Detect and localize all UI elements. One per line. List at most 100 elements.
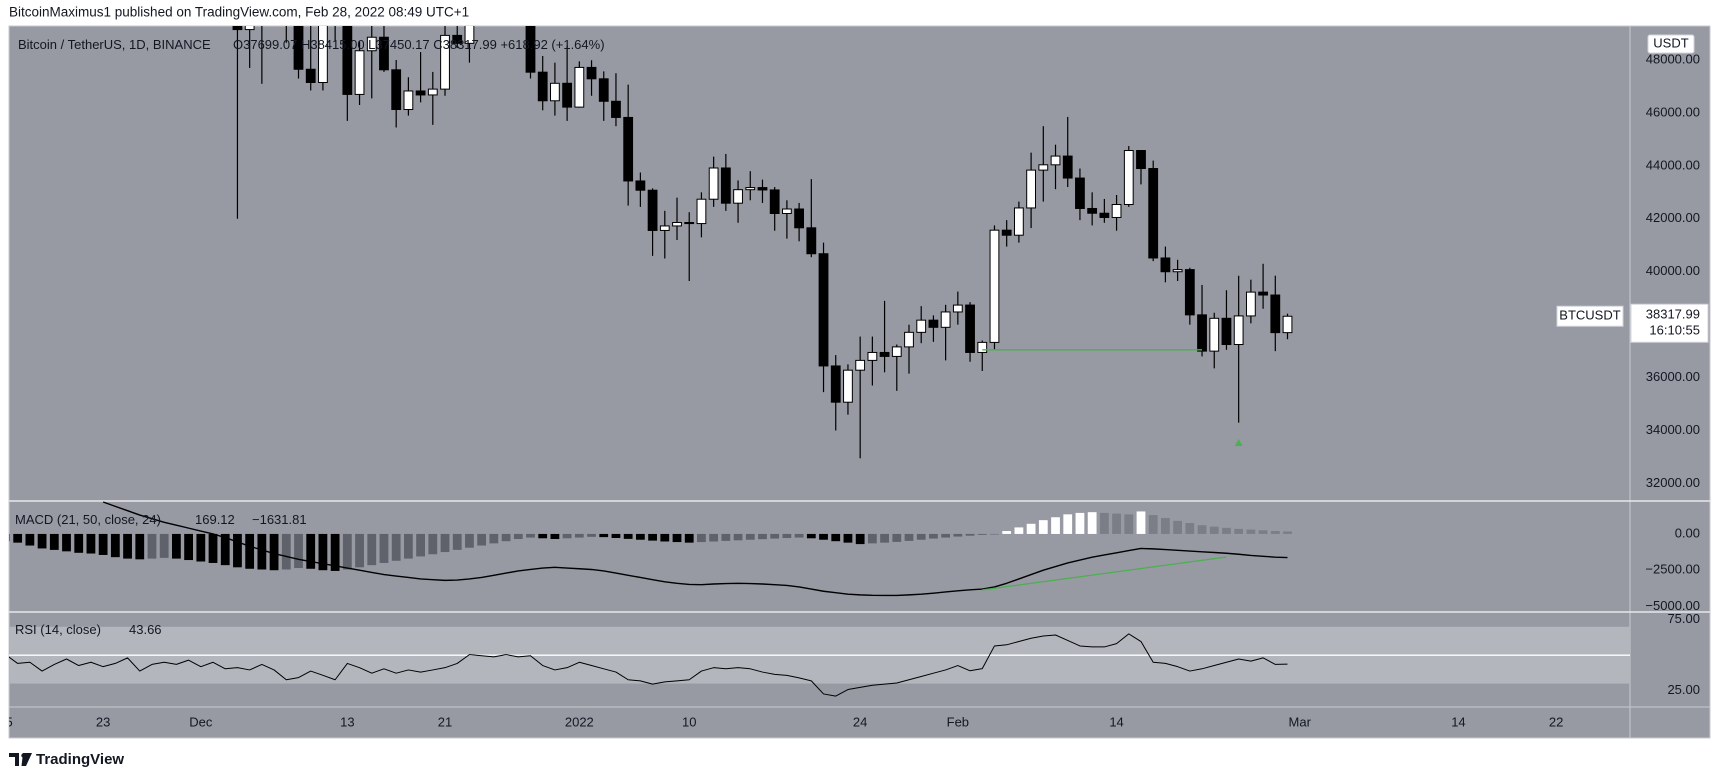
histogram-bar (501, 533, 511, 542)
histogram-bar (697, 533, 706, 543)
time-axis: 15 23 Dec 13 21 2022 10 24 Feb 14 Mar 14 22 (9, 714, 1563, 729)
histogram-bar (330, 533, 340, 571)
price-tag (1630, 303, 1709, 343)
candle-body (818, 253, 829, 367)
candle-body (452, 34, 463, 44)
candle-body (1038, 164, 1049, 171)
histogram-bar (1112, 513, 1121, 534)
histogram-bar (990, 533, 999, 535)
candle-body (891, 346, 902, 357)
histogram-bar (391, 533, 401, 561)
price-axis: 32000.0034000.0036000.0038000.0040000.00… (1556, 51, 1709, 697)
histogram-bar (684, 533, 694, 543)
histogram-bar (635, 533, 645, 540)
histogram-bar (587, 533, 596, 537)
x-tick-label: 23 (96, 714, 110, 729)
y-tick-label: −5000.00 (1645, 598, 1700, 613)
histogram-bar (294, 533, 303, 569)
histogram-bar (916, 533, 926, 540)
x-tick-label: 14 (1451, 714, 1465, 729)
y-tick-label: 34000.00 (1646, 422, 1700, 437)
candle-body (232, 26, 243, 31)
histogram-bar (281, 533, 291, 570)
x-tick-label: Feb (947, 714, 969, 729)
histogram-bar (721, 533, 731, 541)
histogram-bar (1038, 520, 1048, 534)
histogram-bar (538, 533, 548, 539)
candle-body (806, 227, 817, 255)
histogram-bar (977, 533, 987, 535)
candle-body (904, 331, 914, 348)
histogram-bar (403, 533, 413, 559)
y-tick-label: 42000.00 (1646, 210, 1700, 225)
candle-body (598, 78, 609, 102)
histogram-bar (355, 533, 364, 568)
x-tick-label: 21 (438, 714, 452, 729)
candle-body (1233, 315, 1244, 346)
candle-body (1075, 177, 1085, 209)
logo (9, 753, 32, 766)
candle-body (366, 36, 377, 52)
candle-body (342, 26, 353, 95)
x-tick-label: 14 (1109, 714, 1123, 729)
histogram-bar (9, 533, 10, 542)
histogram-bar (196, 533, 206, 562)
histogram-bar (513, 533, 523, 540)
histogram-bar (367, 533, 377, 566)
candle-body (977, 341, 988, 353)
candle-body (562, 82, 573, 108)
rsi-value: 43.66 (129, 622, 162, 637)
histogram-bar (1222, 527, 1231, 534)
ohlc-values: O37699.07 H38415.00 L37450.17 C38317.99 … (233, 37, 605, 52)
histogram-bar (672, 533, 682, 543)
histogram-bar (953, 533, 963, 537)
y-tick-label: 48000.00 (1646, 51, 1700, 66)
symbol-title: Bitcoin / TetherUS, 1D, BINANCE (18, 37, 211, 52)
candle-body (305, 68, 316, 84)
candle-body (745, 187, 756, 191)
histogram-bar (1234, 528, 1244, 534)
histogram-bar (611, 533, 621, 538)
candle-body (1197, 314, 1207, 352)
candle-body (843, 369, 853, 403)
histogram-bar (1148, 515, 1158, 534)
candle-body (1245, 291, 1256, 317)
candle-body (769, 189, 780, 215)
histogram-bar (110, 533, 120, 558)
candle-body (928, 319, 939, 328)
histogram-bar (745, 533, 755, 540)
y-tick-label: 75.00 (1667, 611, 1700, 626)
histogram-bar (428, 533, 438, 555)
y-tick-label: 44000.00 (1646, 157, 1700, 172)
countdown: 16:10:55 (1649, 323, 1700, 338)
histogram-bar (233, 533, 242, 568)
candle-body (574, 66, 585, 108)
candle-body (952, 304, 963, 313)
histogram-bar (184, 533, 194, 561)
histogram-bar (660, 533, 670, 542)
candle-body (916, 319, 927, 333)
histogram-bar (477, 533, 487, 546)
candle-body (794, 208, 805, 229)
candle-body (1013, 207, 1024, 236)
histogram-bar (1173, 520, 1183, 534)
chart-frame (8, 25, 1711, 739)
histogram-bar (1161, 517, 1170, 534)
histogram-bar (465, 533, 474, 548)
histogram-bar (1258, 530, 1268, 534)
histogram-bar (86, 533, 96, 554)
histogram-bar (1063, 514, 1073, 534)
candle-body (525, 26, 536, 73)
candle-body (586, 66, 597, 80)
histogram-bar (1099, 512, 1109, 534)
candle-body (733, 189, 743, 204)
histogram-bar (880, 533, 889, 543)
macd-pane (9, 501, 1292, 597)
histogram-bar (257, 533, 267, 570)
histogram-bar (709, 533, 719, 542)
candle-body (1123, 150, 1134, 206)
histogram-bar (1246, 529, 1256, 534)
candle-body (782, 208, 792, 215)
